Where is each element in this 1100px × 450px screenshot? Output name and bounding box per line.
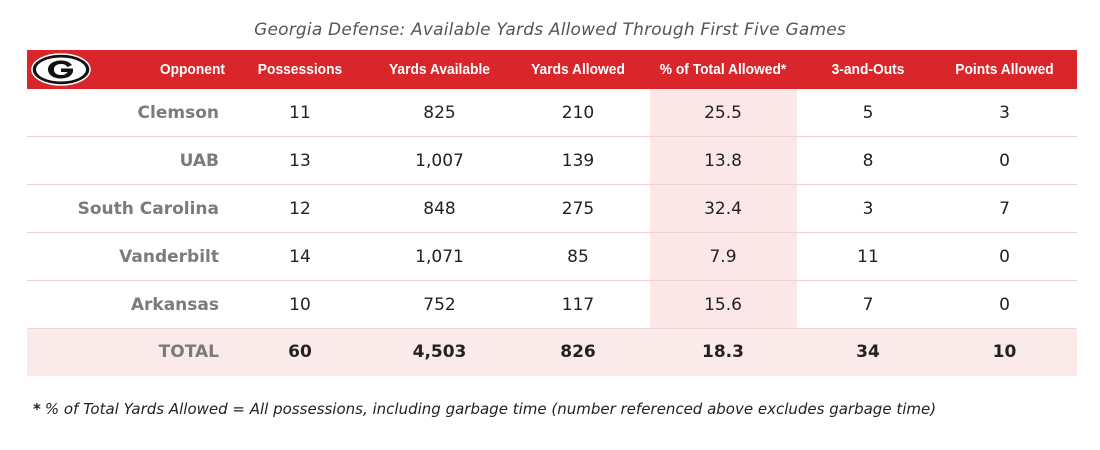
column-header-pct-allowed: % of Total Allowed* bbox=[659, 61, 787, 78]
cell-pct-allowed: 32.4 bbox=[704, 199, 742, 219]
cell-yards-allowed: 275 bbox=[561, 199, 595, 219]
cell-possessions: 10 bbox=[289, 295, 311, 315]
total-cell-pct-allowed: 18.3 bbox=[702, 342, 744, 362]
cell-three-and-outs: 5 bbox=[862, 103, 874, 123]
cell-yards-available: 1,007 bbox=[415, 151, 464, 171]
total-cell-three-and-outs: 34 bbox=[856, 342, 880, 362]
cell-pct-allowed: 7.9 bbox=[709, 247, 737, 267]
cell-opponent: UAB bbox=[179, 151, 219, 171]
cell-possessions: 12 bbox=[289, 199, 311, 219]
table-row: South Carolina 12 848 275 32.4 3 7 bbox=[27, 185, 1077, 233]
table-header: Opponent Possessions Yards Available Yards … bbox=[27, 50, 1077, 89]
table-row: Arkansas 10 752 117 15.6 7 0 bbox=[27, 281, 1077, 329]
cell-three-and-outs: 3 bbox=[862, 199, 874, 219]
cell-pct-allowed: 15.6 bbox=[704, 295, 742, 315]
cell-three-and-outs: 11 bbox=[857, 247, 879, 267]
total-cell-points-allowed: 10 bbox=[992, 342, 1017, 362]
column-header-possessions: Possessions bbox=[257, 61, 343, 78]
cell-yards-allowed: 85 bbox=[567, 247, 589, 267]
table-row: Vanderbilt 14 1,071 85 7.9 11 0 bbox=[27, 233, 1077, 281]
cell-pct-allowed: 13.8 bbox=[704, 151, 742, 171]
cell-possessions: 13 bbox=[289, 151, 311, 171]
cell-yards-available: 1,071 bbox=[415, 247, 464, 267]
column-header-opponent: Opponent bbox=[159, 61, 225, 78]
cell-possessions: 11 bbox=[289, 103, 311, 123]
footnote: *% of Total Yards Allowed = All possessi… bbox=[33, 400, 936, 418]
cell-yards-available: 752 bbox=[423, 295, 456, 315]
cell-three-and-outs: 8 bbox=[862, 151, 874, 171]
cell-yards-allowed: 117 bbox=[561, 295, 595, 315]
cell-yards-allowed: 139 bbox=[561, 151, 595, 171]
cell-points-allowed: 0 bbox=[999, 295, 1010, 315]
chart-title: Georgia Defense: Available Yards Allowed… bbox=[254, 20, 846, 40]
stats-table: Opponent Possessions Yards Available Yards … bbox=[27, 50, 1077, 376]
georgia-g-logo-icon bbox=[31, 53, 91, 86]
cell-opponent: Vanderbilt bbox=[119, 247, 219, 267]
total-cell-possessions: 60 bbox=[288, 342, 312, 362]
footnote-star: * bbox=[33, 400, 41, 418]
total-cell-yards-available: 4,503 bbox=[412, 342, 467, 362]
cell-points-allowed: 0 bbox=[999, 151, 1010, 171]
column-header-yards-allowed: Yards Allowed bbox=[531, 61, 625, 78]
table-row: Clemson 11 825 210 25.5 5 3 bbox=[27, 89, 1077, 137]
total-row: TOTAL 60 4,503 826 18.3 34 10 bbox=[27, 329, 1077, 376]
footnote-text: % of Total Yards Allowed = All possessio… bbox=[44, 400, 937, 418]
cell-opponent: Clemson bbox=[137, 103, 219, 123]
total-cell-yards-allowed: 826 bbox=[560, 342, 596, 362]
cell-opponent: South Carolina bbox=[77, 199, 219, 219]
column-header-yards-available: Yards Available bbox=[388, 61, 490, 78]
column-header-points-allowed: Points Allowed bbox=[955, 61, 1054, 78]
total-cell-opponent: TOTAL bbox=[158, 342, 219, 362]
cell-possessions: 14 bbox=[289, 247, 311, 267]
cell-points-allowed: 3 bbox=[999, 103, 1010, 123]
cell-yards-available: 825 bbox=[423, 103, 456, 123]
cell-pct-allowed: 25.5 bbox=[704, 103, 742, 123]
cell-yards-available: 848 bbox=[423, 199, 456, 219]
cell-opponent: Arkansas bbox=[130, 295, 219, 315]
column-header-three-and-outs: 3-and-Outs bbox=[831, 61, 905, 78]
table-row: UAB 13 1,007 139 13.8 8 0 bbox=[27, 137, 1077, 185]
cell-points-allowed: 7 bbox=[999, 199, 1010, 219]
cell-yards-allowed: 210 bbox=[561, 103, 595, 123]
cell-three-and-outs: 7 bbox=[862, 295, 874, 315]
cell-points-allowed: 0 bbox=[999, 247, 1010, 267]
